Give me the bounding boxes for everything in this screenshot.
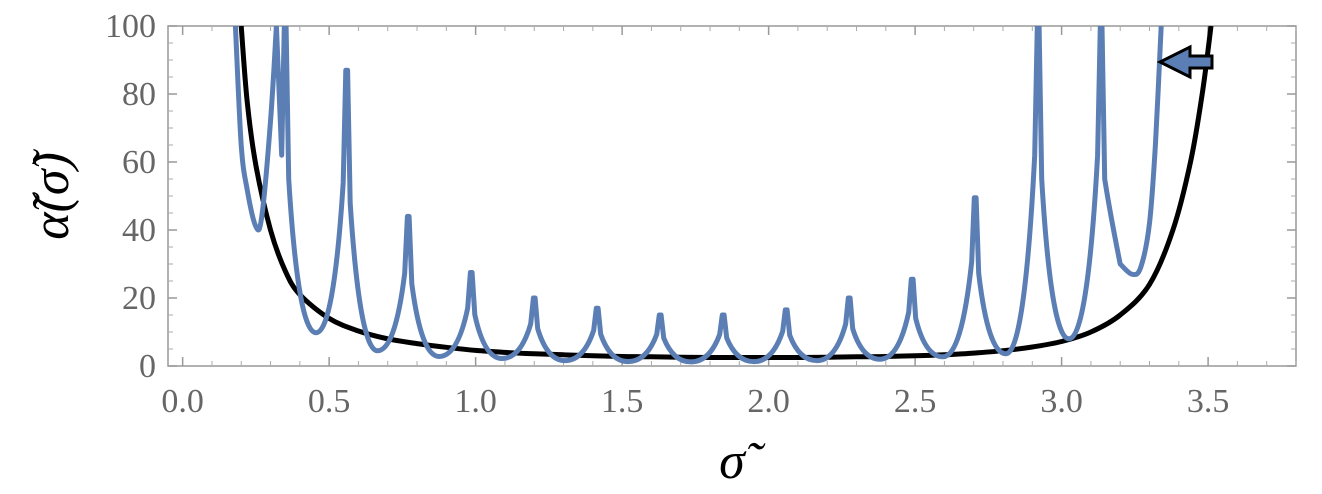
x-tick-label: 1.5 bbox=[601, 383, 644, 420]
y-tick-label: 20 bbox=[122, 280, 156, 317]
series-line-black bbox=[238, 26, 1214, 361]
left-arrow-icon bbox=[1156, 44, 1214, 80]
x-tick-label: 0.5 bbox=[308, 383, 351, 420]
plot-frame bbox=[167, 25, 1297, 367]
y-tick-label: 100 bbox=[105, 8, 156, 45]
x-axis-title: σ̃ bbox=[719, 433, 766, 490]
x-tick-label: 0.0 bbox=[161, 383, 204, 420]
axis-ticks bbox=[168, 25, 1297, 367]
x-tick-label: 2.0 bbox=[747, 383, 790, 420]
y-axis-title: α̃(σ̃) bbox=[23, 149, 80, 240]
y-tick-label: 80 bbox=[122, 76, 156, 113]
x-tick-label: 3.5 bbox=[1187, 383, 1230, 420]
series-line-blue bbox=[232, 26, 1164, 365]
y-tick-label: 0 bbox=[139, 348, 156, 385]
x-tick-label: 2.5 bbox=[894, 383, 937, 420]
x-tick-label: 3.0 bbox=[1040, 383, 1083, 420]
x-tick-label: 1.0 bbox=[454, 383, 497, 420]
y-tick-label: 40 bbox=[122, 212, 156, 249]
y-tick-label: 60 bbox=[122, 144, 156, 181]
axis-tick-labels: 0.0 0.5 1.0 1.5 2.0 2.5 3.0 3.5 0 20 40 60 80 100 bbox=[105, 8, 1229, 420]
series-layer bbox=[232, 26, 1214, 365]
arrow-annotation bbox=[1156, 44, 1214, 80]
